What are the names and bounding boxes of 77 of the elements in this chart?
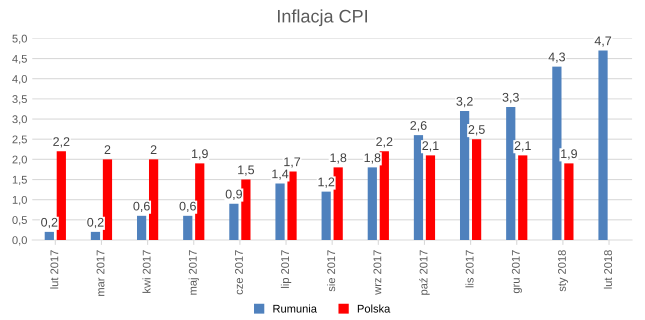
data-label: 1,2 <box>318 178 334 188</box>
x-tick-label: paź 2017 <box>419 250 430 295</box>
data-label: 1,7 <box>284 157 300 168</box>
y-tick-label: 2,5 <box>12 135 27 145</box>
bar <box>472 139 482 240</box>
x-tick-label: maj 2017 <box>188 250 199 295</box>
y-tick-label: 3,5 <box>12 95 27 104</box>
legend-label: Rumunia <box>273 304 317 313</box>
x-tick-label: cze 2017 <box>235 250 243 294</box>
bar <box>506 106 516 240</box>
bar <box>322 192 331 240</box>
x-tick-label: gru 2017 <box>512 250 522 294</box>
data-label: 2,5 <box>468 125 485 136</box>
x-tick-label: sie 2017 <box>326 250 336 292</box>
bar <box>102 159 112 240</box>
bar <box>229 204 239 240</box>
data-label: 2,6 <box>410 121 427 132</box>
data-label: 1,9 <box>192 149 208 160</box>
data-label: 2 <box>150 145 156 154</box>
data-label: 4,3 <box>548 52 566 63</box>
data-label: 0,9 <box>226 190 242 200</box>
data-label: 2,1 <box>422 141 439 152</box>
y-tick-label: 4,0 <box>12 74 27 84</box>
bar <box>90 232 100 240</box>
bar <box>552 66 562 240</box>
data-label: 2,1 <box>514 141 531 152</box>
bar <box>195 163 204 240</box>
bar <box>183 216 192 240</box>
data-label: 1,9 <box>561 149 577 160</box>
y-tick-label: 5,0 <box>12 34 27 44</box>
bar <box>564 163 574 240</box>
bar <box>518 155 528 240</box>
bar <box>380 151 389 240</box>
data-label: 1,5 <box>238 166 254 176</box>
y-tick-label: 0,5 <box>12 216 27 226</box>
bar <box>426 155 436 240</box>
y-tick-label: 0,0 <box>12 236 27 246</box>
bar <box>287 171 297 240</box>
bar <box>334 167 343 240</box>
data-label: 0,2 <box>41 218 58 228</box>
x-tick-label: lut 2017 <box>50 250 58 289</box>
data-label: 3,2 <box>456 96 473 108</box>
x-tick-label: kwi 2017 <box>142 250 151 293</box>
bar <box>148 159 158 240</box>
data-label: 1,8 <box>330 153 346 164</box>
x-tick-label: lip 2017 <box>280 250 292 288</box>
data-label: 2,2 <box>53 137 70 148</box>
data-label: 2 <box>104 145 110 154</box>
y-tick-label: 4,5 <box>12 54 27 64</box>
x-tick-label: lut 2018 <box>604 250 612 289</box>
data-label: 4,7 <box>594 36 612 47</box>
x-tick-label: lis 2017 <box>465 250 474 288</box>
bar <box>136 216 146 240</box>
data-label: 2,2 <box>376 137 392 148</box>
x-tick-label: wrz 2017 <box>373 250 382 295</box>
x-tick-label: sty 2018 <box>558 250 568 292</box>
legend-label: Polska <box>358 304 390 313</box>
y-tick-label: 3,0 <box>12 115 27 124</box>
bar <box>241 180 251 240</box>
data-label: 1,4 <box>272 170 288 180</box>
chart-title: Inflacja CPI <box>278 9 367 26</box>
data-label: 0,6 <box>180 202 196 212</box>
x-tick-label: mar 2017 <box>96 250 104 296</box>
y-tick-label: 2,0 <box>12 156 27 165</box>
data-label: 1,8 <box>364 153 380 164</box>
bar <box>598 50 608 240</box>
bar <box>414 135 424 240</box>
bar <box>56 151 66 240</box>
y-tick-label: 1,5 <box>12 176 27 185</box>
data-label: 0,6 <box>133 202 150 212</box>
data-label: 3,3 <box>502 92 519 104</box>
y-tick-label: 1,0 <box>12 196 27 206</box>
bar <box>460 110 470 240</box>
bar <box>368 167 377 240</box>
bar <box>44 232 54 240</box>
bar <box>275 184 285 240</box>
data-label: 0,2 <box>87 218 104 228</box>
